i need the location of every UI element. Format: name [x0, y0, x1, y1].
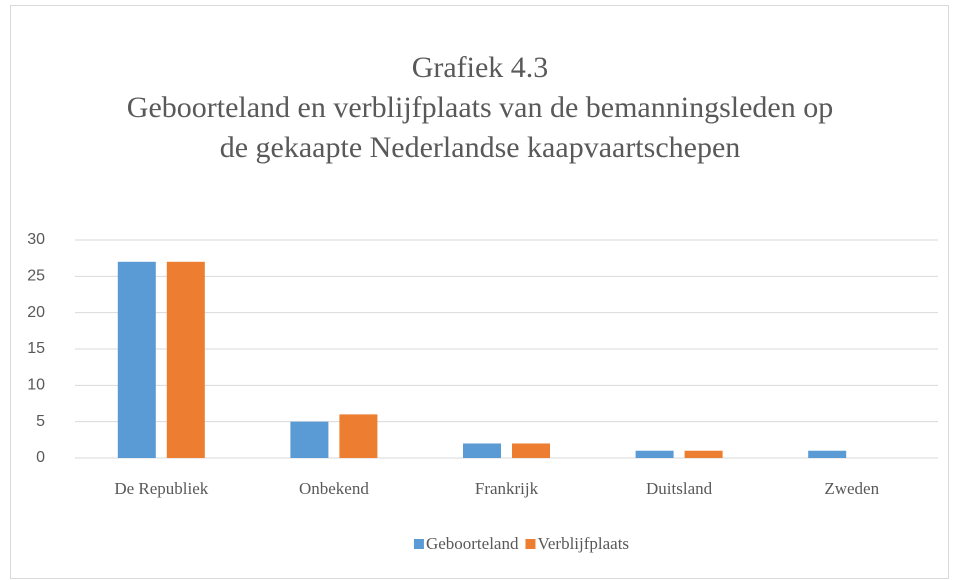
chart-title: Grafiek 4.3 [411, 51, 549, 84]
y-tick-label: 15 [27, 340, 45, 357]
x-tick-label: Frankrijk [475, 479, 539, 498]
y-tick-label: 25 [27, 268, 45, 285]
y-tick-label: 0 [36, 449, 45, 466]
x-tick-label: Zweden [824, 479, 879, 498]
y-tick-label: 5 [36, 413, 45, 430]
y-tick-label: 30 [27, 231, 45, 248]
bar [463, 443, 501, 458]
x-tick-label: Onbekend [299, 479, 369, 498]
y-tick-label: 10 [27, 377, 45, 394]
bar [512, 443, 550, 458]
bar [635, 450, 674, 458]
bar [117, 261, 156, 458]
bar [290, 421, 329, 458]
bar [808, 450, 847, 458]
chart-title-block: Grafiek 4.3 Geboorteland en verblijfplaa… [120, 48, 840, 168]
bar [339, 414, 378, 458]
legend-swatch [413, 539, 424, 549]
y-tick-label: 20 [27, 304, 45, 321]
bar [684, 450, 723, 458]
chart-subtitle: Geboorteland en verblijfplaats van de be… [126, 91, 834, 164]
bar [166, 261, 205, 458]
legend-label: Geboorteland [426, 534, 519, 553]
legend-swatch [525, 539, 536, 549]
legend-label: Verblijfplaats [537, 534, 629, 553]
x-tick-label: Duitsland [646, 479, 713, 498]
x-tick-label: De Republiek [114, 479, 208, 498]
